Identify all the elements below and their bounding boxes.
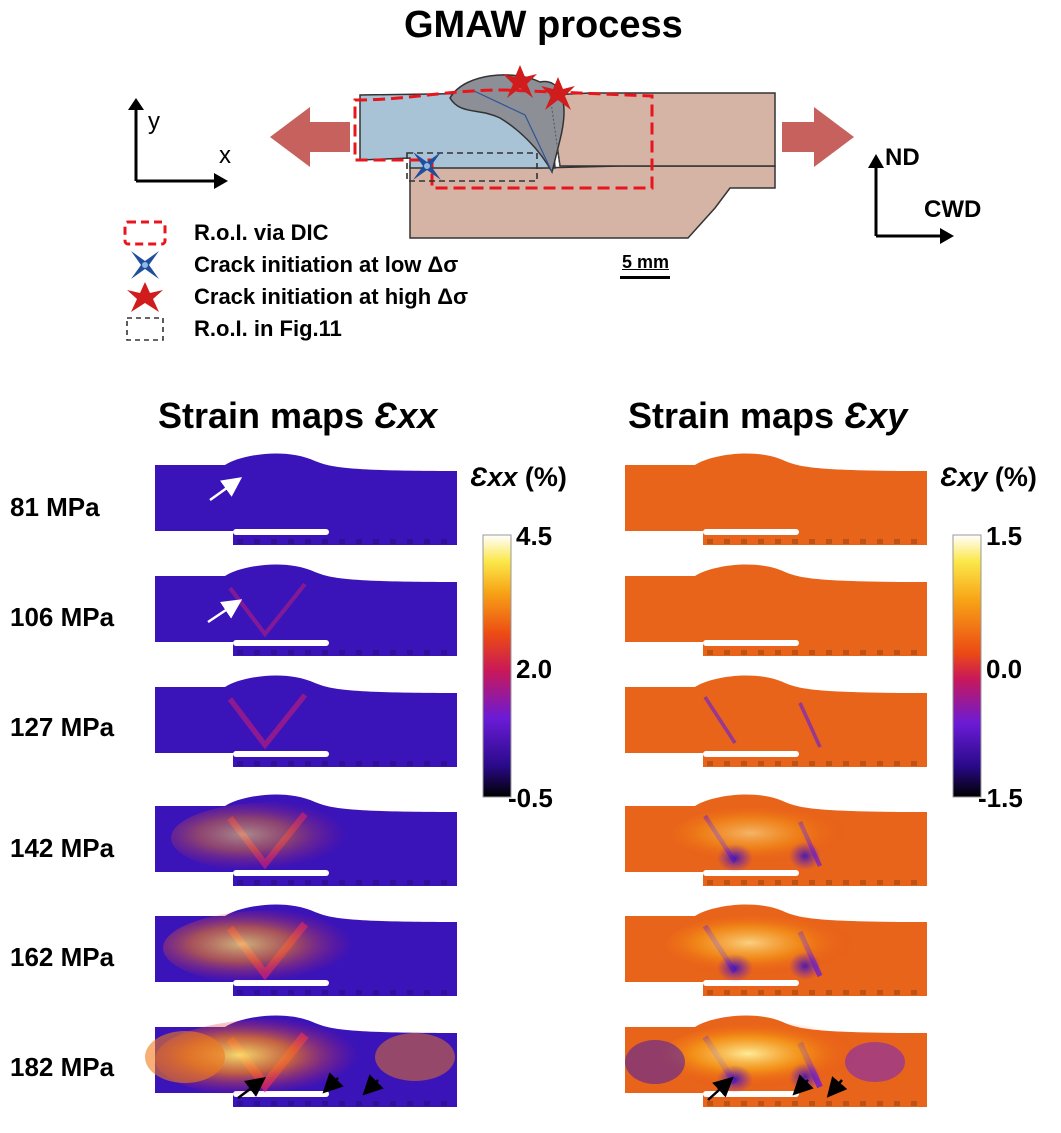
arrow-exx-182-c-icon (362, 1074, 384, 1096)
legend-label: R.o.I. via DIC (194, 220, 329, 245)
red-dashed-box-icon (123, 220, 167, 246)
strain-map-exx (155, 675, 457, 767)
crack-low-star-icon (413, 152, 441, 180)
bottom-plate (409, 165, 776, 239)
arrow-exy-182-c-icon (826, 1076, 848, 1098)
stress-label-106: 106 MPa (10, 602, 115, 632)
strain-map-exx (155, 904, 457, 996)
strain-map-exy (625, 453, 927, 545)
load-arrow-right-icon (782, 107, 854, 167)
legend-label: Crack initiation at high Δσ (194, 284, 469, 309)
scale-bar (620, 276, 670, 279)
exy-colorbar-title: Ɛxy (%) (940, 462, 1037, 492)
exx-tick-mid: 2.0 (516, 654, 553, 684)
crack-high-star-icon (503, 65, 537, 98)
y-axis-letter: y (148, 108, 160, 135)
strain-map-exy (625, 675, 927, 767)
arrow-exx-182-b-icon (322, 1072, 344, 1094)
arrow-exx-81-icon (209, 477, 243, 502)
strain-map-exx (145, 1015, 457, 1107)
load-arrow-left-icon (270, 107, 350, 167)
strain-map-exx (155, 453, 457, 545)
arrow-exx-182-a-icon (237, 1077, 266, 1099)
scale-bar-label: 5 mm (622, 252, 670, 272)
exx-panel-title: Strain maps Ɛxx (158, 395, 438, 436)
exy-panel-title: Strain maps Ɛxy (628, 395, 908, 436)
arrow-exy-182-a-icon (707, 1076, 734, 1101)
exx-colorbar-title: Ɛxx (%) (470, 462, 567, 492)
strain-map-exy (625, 794, 927, 886)
legend-label: R.o.I. in Fig.11 (194, 316, 342, 341)
page-title: GMAW process (404, 4, 683, 46)
strain-map-exy (625, 564, 927, 656)
nd-cwd-axes-icon (868, 154, 954, 244)
weld-schematic (270, 65, 854, 239)
cwd-label: CWD (924, 196, 982, 223)
stress-label-127: 127 MPa (10, 712, 115, 742)
crack-high-star-icon-2 (541, 77, 575, 110)
strain-map-exy (625, 1015, 927, 1107)
x-axis-letter: x (219, 142, 231, 169)
exy-tick-mid: 0.0 (986, 654, 1023, 684)
strain-map-exy (625, 904, 927, 996)
arrow-exy-182-b-icon (792, 1074, 814, 1096)
exx-tick-max: 4.5 (516, 521, 553, 551)
stress-label-182: 182 MPa (10, 1052, 115, 1082)
arrow-exx-106-icon (207, 599, 243, 624)
exx-tick-min: -0.5 (508, 783, 553, 813)
exy-tick-min: -1.5 (978, 783, 1023, 813)
exy-colorbar (952, 534, 982, 798)
red-star-icon (127, 282, 163, 312)
blue-star-icon (131, 251, 159, 279)
exx-colorbar (482, 534, 512, 798)
xy-axes-icon (128, 98, 228, 189)
nd-label: ND (885, 144, 920, 171)
black-dashed-box-icon (126, 317, 164, 341)
exy-tick-max: 1.5 (986, 521, 1023, 551)
stress-label-142: 142 MPa (10, 833, 115, 863)
stress-label-162: 162 MPa (10, 942, 115, 972)
strain-map-exx (155, 794, 457, 886)
legend-label: Crack initiation at low Δσ (194, 252, 459, 277)
strain-map-exx (155, 564, 457, 656)
stress-label-81: 81 MPa (10, 492, 100, 522)
